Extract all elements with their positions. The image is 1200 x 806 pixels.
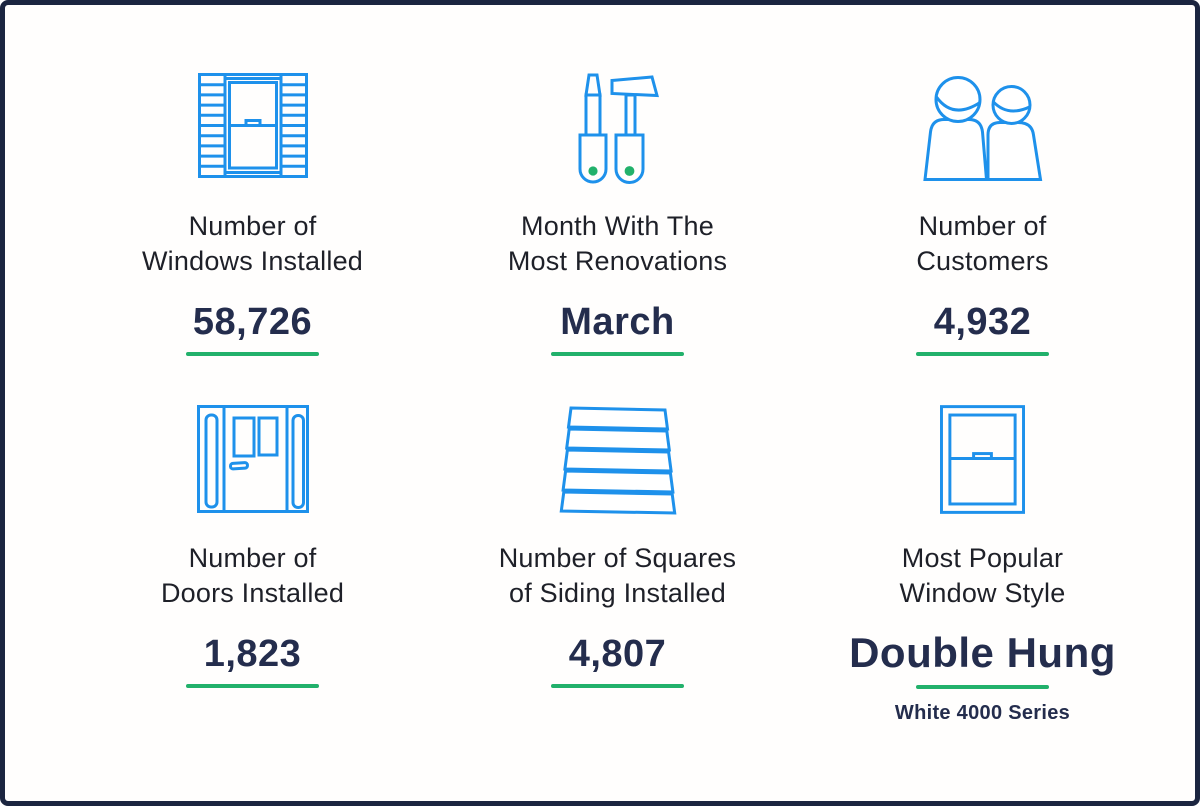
green-underline: [916, 352, 1049, 356]
stat-card-siding-squares: Number of Squares of Siding Installed 4,…: [435, 397, 800, 725]
customers-icon: [922, 73, 1043, 195]
stat-label: Most Popular Window Style: [899, 543, 1066, 608]
green-underline: [551, 684, 684, 688]
green-underline: [916, 685, 1049, 689]
stat-value: 1,823: [203, 633, 302, 675]
stat-card-popular-window-style: Most Popular Window Style Double Hung Wh…: [800, 397, 1165, 725]
stat-card-busiest-month: Month With The Most Renovations March: [435, 65, 800, 397]
stat-label: Number of Windows Installed: [142, 211, 363, 276]
siding-icon: [559, 405, 677, 527]
green-underline: [186, 684, 319, 688]
stat-label: Number of Squares of Siding Installed: [498, 543, 737, 608]
door-icon: [196, 405, 309, 527]
stat-label: Number of Doors Installed: [160, 543, 345, 608]
stats-grid: Number of Windows Installed 58,726: [5, 5, 1195, 725]
window-siding-icon: [197, 73, 308, 195]
tools-icon: [576, 73, 660, 195]
stat-label: Number of Customers: [916, 211, 1049, 276]
green-underline: [551, 352, 684, 356]
stat-value: 4,807: [568, 633, 667, 675]
stat-value: 4,932: [933, 301, 1032, 343]
double-hung-window-icon: [940, 405, 1025, 527]
stat-card-doors-installed: Number of Doors Installed 1,823: [70, 397, 435, 725]
stat-subnote: White 4000 Series: [894, 702, 1071, 724]
stat-value: Double Hung: [849, 629, 1116, 676]
stat-value: 58,726: [192, 301, 313, 343]
stat-card-windows-installed: Number of Windows Installed 58,726: [70, 65, 435, 397]
stat-value: March: [560, 301, 675, 343]
stat-label: Month With The Most Renovations: [507, 211, 728, 276]
green-underline: [186, 352, 319, 356]
stat-card-customers: Number of Customers 4,932: [800, 65, 1165, 397]
